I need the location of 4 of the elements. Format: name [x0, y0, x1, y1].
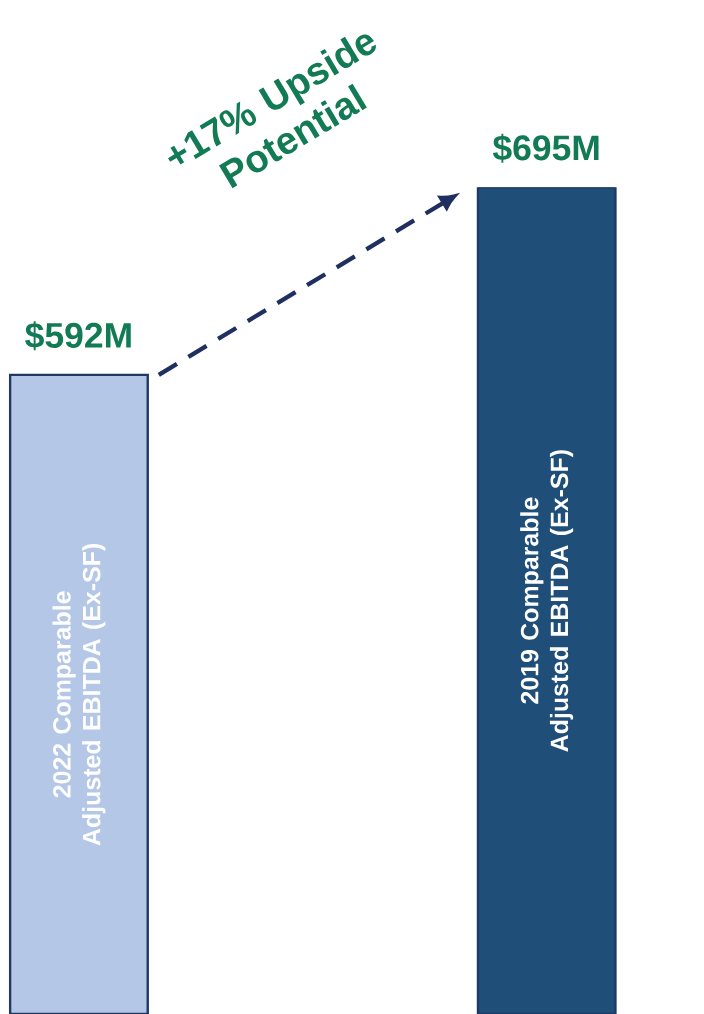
x-tick-label: 2022 Comparable Adjusted EBITDA (Ex-SF): [52, 544, 106, 846]
data-label: $592M: [25, 321, 131, 351]
x-tick-label: 2019 Comparable Adjusted EBITDA (Ex-SF): [520, 450, 574, 752]
data-label: $695M: [493, 133, 599, 163]
